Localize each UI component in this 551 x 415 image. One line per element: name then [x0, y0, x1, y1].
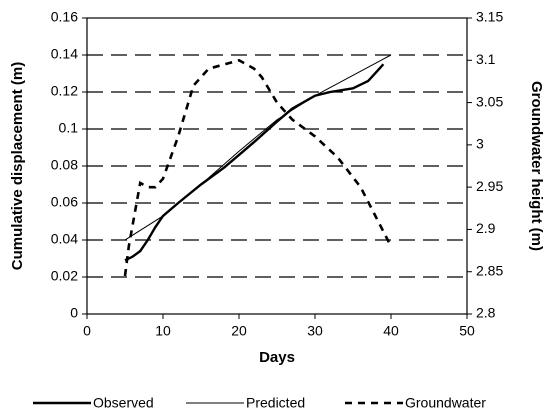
x-tick-label: 30 [307, 323, 323, 339]
y2-tick-label: 3.05 [476, 93, 503, 109]
y2-tick-label: 2.85 [476, 262, 503, 278]
x-axis-title: Days [259, 349, 295, 366]
y-tick-label: 0.02 [51, 268, 78, 284]
y2-tick-label: 3.1 [476, 51, 496, 67]
y-tick-label: 0.06 [51, 194, 78, 210]
legend-label: Groundwater [405, 395, 486, 411]
y2-tick-label: 3 [476, 136, 484, 152]
x-tick-label: 20 [231, 323, 247, 339]
y-tick-label: 0.08 [51, 157, 78, 173]
y-tick-label: 0.16 [51, 9, 78, 25]
y-tick-label: 0.12 [51, 83, 78, 99]
series-line [124, 54, 392, 241]
y-tick-label: 0.1 [59, 120, 79, 136]
y-tick-label: 0.14 [51, 46, 78, 62]
plot-frame [86, 17, 468, 315]
y2-tick-label: 3.15 [476, 9, 503, 25]
series-line [123, 58, 393, 277]
y-axis-title: Cumulative displacement (m) [9, 62, 26, 270]
x-tick-label: 10 [155, 323, 171, 339]
x-tick-label: 0 [83, 323, 91, 339]
x-tick-label: 50 [459, 323, 475, 339]
legend-label: Predicted [246, 395, 305, 411]
y2-tick-label: 2.95 [476, 178, 503, 194]
y2-tick-label: 2.8 [476, 305, 496, 321]
y2-axis-title: Groundwater height (m) [528, 81, 545, 251]
y2-tick-label: 2.9 [476, 220, 496, 236]
y-tick-label: 0 [70, 305, 78, 321]
x-tick-label: 40 [383, 323, 399, 339]
legend-label: Observed [93, 395, 154, 411]
series-line [124, 63, 385, 262]
y-tick-label: 0.04 [51, 231, 78, 247]
